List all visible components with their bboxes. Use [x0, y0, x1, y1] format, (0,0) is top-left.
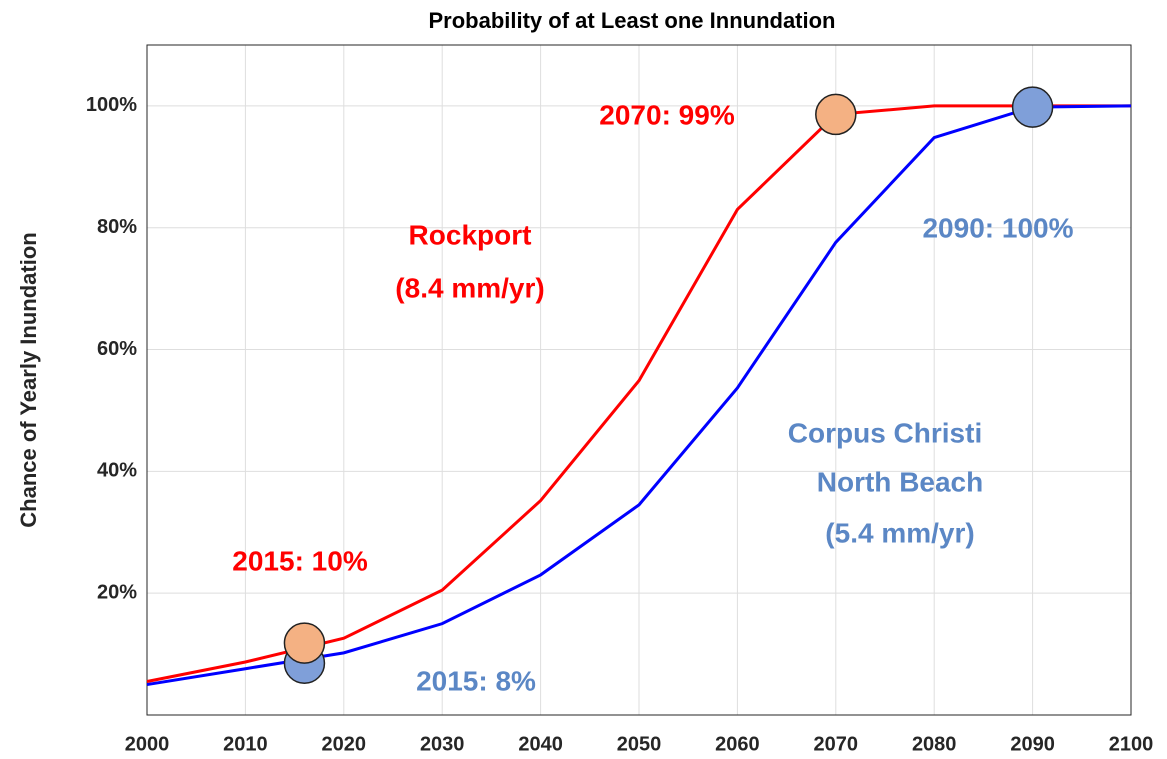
annotation: North Beach	[817, 466, 983, 497]
x-tick-label: 2030	[420, 733, 465, 755]
annotation: 2015: 8%	[416, 665, 536, 696]
highlight-marker	[1011, 86, 1054, 128]
x-tick-label: 2060	[715, 733, 760, 755]
x-tick-label: 2080	[912, 733, 957, 755]
x-tick-label: 2000	[125, 733, 170, 755]
y-axis-label: Chance of Yearly Inundation	[16, 232, 41, 527]
plot-frame	[146, 44, 1132, 716]
y-tick-label: 60%	[97, 338, 137, 360]
x-tick-label: 2020	[322, 733, 367, 755]
x-tick-label: 2070	[814, 733, 859, 755]
y-tick-label: 100%	[86, 94, 137, 116]
highlight-marker	[815, 93, 857, 136]
annotation: Corpus Christi	[788, 417, 982, 448]
chart-title: Probability of at Least one Innundation	[428, 8, 835, 33]
x-tick-label: 2040	[518, 733, 563, 755]
annotation: Rockport	[409, 219, 532, 250]
y-tick-label: 20%	[97, 581, 137, 603]
annotation: (8.4 mm/yr)	[395, 272, 544, 303]
y-tick-label: 80%	[97, 216, 137, 238]
x-tick-label: 2100	[1109, 733, 1154, 755]
x-tick-label: 2090	[1010, 733, 1055, 755]
annotation: 2070: 99%	[599, 99, 735, 130]
highlight-marker	[283, 622, 326, 664]
y-tick-label: 40%	[97, 460, 137, 482]
annotation: 2015: 10%	[232, 545, 368, 576]
x-tick-label: 2050	[617, 733, 662, 755]
annotation: 2090: 100%	[922, 212, 1073, 243]
annotation: (5.4 mm/yr)	[825, 517, 974, 548]
x-tick-label: 2010	[223, 733, 268, 755]
